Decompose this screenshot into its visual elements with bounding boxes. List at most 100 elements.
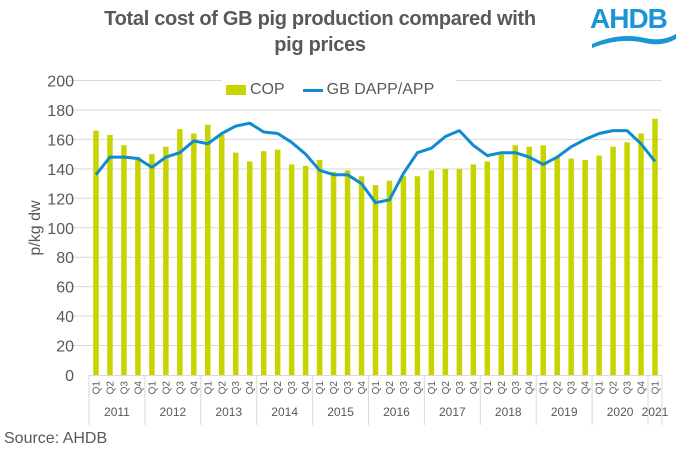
y-tick-label: 120 bbox=[47, 191, 74, 208]
cop-bar bbox=[512, 145, 519, 375]
cop-bar bbox=[568, 158, 574, 375]
cop-bar bbox=[540, 145, 546, 375]
x-tick-label: Q3 bbox=[231, 381, 242, 395]
x-tick-label: Q1 bbox=[147, 381, 158, 395]
cop-bar bbox=[456, 168, 463, 375]
x-tick-label: Q4 bbox=[413, 381, 424, 395]
y-tick-label: 140 bbox=[47, 162, 74, 179]
x-tick-label: Q4 bbox=[133, 381, 144, 395]
x-tick-label: Q1 bbox=[483, 381, 494, 395]
x-tick-label: Q2 bbox=[385, 381, 396, 395]
cop-bar bbox=[246, 161, 253, 375]
cop-bar bbox=[205, 124, 211, 375]
cop-bar bbox=[316, 160, 323, 375]
cop-bar bbox=[344, 170, 351, 375]
cop-bar bbox=[428, 170, 435, 375]
legend-label-cop: COP bbox=[250, 81, 285, 98]
cop-bar bbox=[484, 161, 491, 375]
x-tick-label: Q2 bbox=[609, 381, 620, 395]
x-year-label: 2019 bbox=[551, 405, 578, 419]
x-tick-label: Q3 bbox=[511, 381, 522, 395]
x-tick-label: Q2 bbox=[161, 381, 172, 395]
cop-bar bbox=[624, 142, 630, 375]
cop-bar bbox=[414, 176, 421, 375]
y-tick-label: 80 bbox=[56, 250, 74, 267]
y-tick-label: 0 bbox=[65, 368, 74, 385]
cop-bar bbox=[135, 157, 141, 375]
cop-bar bbox=[372, 185, 379, 375]
legend-label-gb-dapp-app: GB DAPP/APP bbox=[326, 81, 435, 98]
x-year-label: 2018 bbox=[495, 405, 522, 419]
cop-bar bbox=[177, 129, 183, 375]
cop-bar bbox=[219, 134, 225, 375]
ahdb-logo: AHDB bbox=[590, 4, 678, 48]
cop-bar bbox=[121, 145, 127, 375]
cop-bar bbox=[386, 180, 393, 375]
x-tick-label: Q1 bbox=[427, 381, 438, 395]
x-year-label: 2015 bbox=[327, 405, 354, 419]
cop-bar bbox=[498, 154, 505, 375]
y-axis-label: p/kg dw bbox=[27, 200, 44, 256]
x-tick-label: Q4 bbox=[581, 381, 592, 395]
x-tick-label: Q1 bbox=[315, 381, 326, 395]
x-tick-label: Q2 bbox=[217, 381, 228, 395]
x-tick-label: Q1 bbox=[259, 381, 270, 395]
cop-bar bbox=[274, 149, 281, 375]
cop-bars bbox=[93, 118, 658, 375]
x-tick-label: Q1 bbox=[539, 381, 550, 395]
cop-bar bbox=[288, 164, 295, 375]
legend-swatch-gb-dapp-app bbox=[302, 88, 323, 92]
y-tick-label: 180 bbox=[47, 103, 74, 120]
x-tick-label: Q4 bbox=[301, 381, 312, 395]
cop-bar bbox=[260, 151, 267, 375]
cop-bar bbox=[610, 146, 616, 375]
x-tick-label: Q1 bbox=[371, 381, 382, 395]
x-tick-label: Q2 bbox=[497, 381, 508, 395]
cop-bar bbox=[526, 146, 532, 375]
cop-bar bbox=[638, 133, 644, 375]
x-tick-label: Q3 bbox=[399, 381, 410, 395]
x-year-label: 2014 bbox=[271, 405, 298, 419]
y-tick-label: 100 bbox=[47, 221, 74, 238]
x-tick-label: Q2 bbox=[553, 381, 564, 395]
x-tick-label: Q4 bbox=[469, 381, 480, 395]
x-year-label: 2012 bbox=[160, 405, 187, 419]
chart-title-line-1: Total cost of GB pig production compared… bbox=[104, 8, 536, 30]
logo-text: AHDB bbox=[590, 3, 668, 34]
x-tick-label: Q3 bbox=[455, 381, 466, 395]
y-tick-label: 160 bbox=[47, 132, 74, 149]
cop-bar bbox=[358, 176, 365, 375]
x-year-label: 2017 bbox=[439, 405, 466, 419]
x-year-label: 2020 bbox=[607, 405, 634, 419]
x-tick-label: Q2 bbox=[273, 381, 284, 395]
cop-bar bbox=[554, 157, 560, 375]
gb-dapp-app-line bbox=[94, 121, 657, 205]
cop-bar bbox=[191, 133, 197, 375]
x-tick-label: Q2 bbox=[329, 381, 340, 395]
source-note: Source: AHDB bbox=[4, 430, 108, 447]
cop-bar bbox=[400, 176, 407, 375]
x-tick-label: Q3 bbox=[623, 381, 634, 395]
x-axis: Q1 Q2 Q3 Q4 Q1 Q2 Q3 Q4 Q1 Q2 Q3 Q4 Q1 Q2 Q3 Q4 Q1 Q2 Q3 Q4… bbox=[88, 375, 669, 425]
x-tick-label: Q3 bbox=[175, 381, 186, 395]
chart-title-line-2: pig prices bbox=[274, 34, 366, 56]
cop-bar bbox=[470, 164, 477, 375]
legend: COP GB DAPP/APP bbox=[222, 80, 457, 100]
x-tick-label: Q2 bbox=[105, 381, 116, 395]
x-tick-label: Q2 bbox=[441, 381, 452, 395]
x-tick-label: Q3 bbox=[287, 381, 298, 395]
x-tick-label: Q4 bbox=[525, 381, 536, 395]
y-tick-label: 60 bbox=[56, 280, 74, 297]
x-year-label: 2021 bbox=[642, 405, 669, 419]
cop-bar bbox=[582, 160, 588, 375]
cop-bar bbox=[302, 165, 309, 375]
y-tick-label: 200 bbox=[47, 74, 74, 91]
y-axis-ticks: 0 20 40 60 80 100 120 140 160 180 200 bbox=[47, 74, 74, 386]
cop-bar bbox=[163, 146, 169, 375]
cop-bar bbox=[232, 152, 239, 375]
x-tick-label: Q4 bbox=[245, 381, 256, 395]
cop-bar bbox=[652, 118, 658, 375]
chart-title: Total cost of GB pig production compared… bbox=[60, 6, 580, 58]
x-tick-label: Q1 bbox=[595, 381, 606, 395]
x-year-label: 2013 bbox=[215, 405, 242, 419]
